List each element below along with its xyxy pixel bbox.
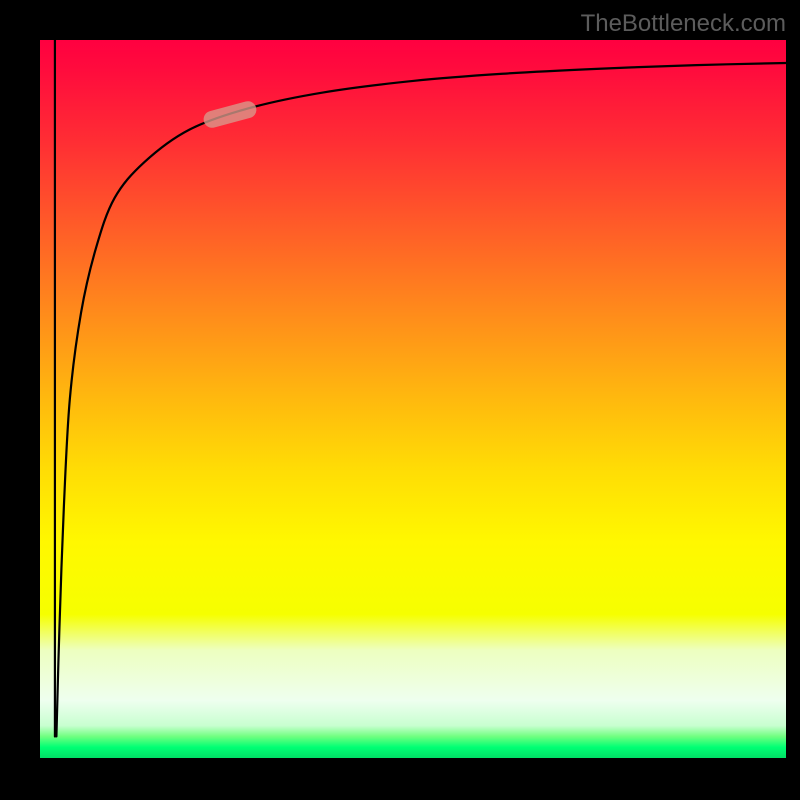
watermark-text: TheBottleneck.com xyxy=(581,10,786,38)
plot-area xyxy=(40,40,786,758)
plot-svg xyxy=(40,40,786,758)
gradient-fill xyxy=(40,40,786,758)
